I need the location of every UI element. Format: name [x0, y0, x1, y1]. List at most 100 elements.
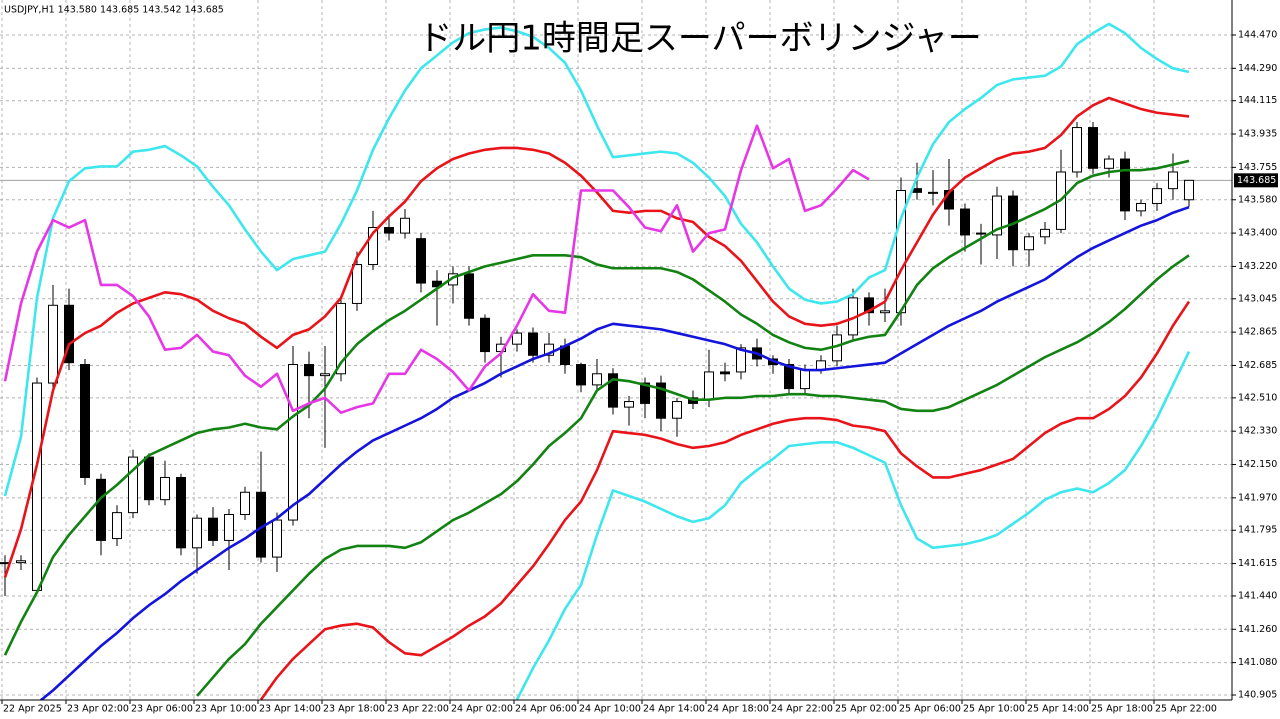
candle-body — [512, 332, 522, 345]
chart-title: ドル円1時間足スーパーボリンジャー — [418, 19, 982, 59]
candle-body — [1152, 188, 1162, 204]
candle-body — [656, 382, 666, 419]
candle-body — [784, 364, 794, 390]
candle-body — [992, 195, 1002, 236]
candle-body — [112, 512, 122, 540]
candle-body — [64, 304, 74, 364]
x-tick-label: 25 Apr 02:00 — [835, 704, 897, 715]
band-line — [3, 22, 1190, 497]
candle-body — [1104, 158, 1114, 169]
candle-body — [272, 519, 282, 558]
y-tick-label: 143.935 — [1238, 129, 1277, 140]
band-line — [3, 96, 1190, 578]
candle-body — [720, 371, 730, 375]
candle-body — [160, 476, 170, 501]
band-line — [3, 124, 870, 414]
x-tick-label: 24 Apr 10:00 — [579, 704, 641, 715]
x-tick-label: 23 Apr 22:00 — [387, 704, 449, 715]
x-tick-label: 24 Apr 22:00 — [771, 704, 833, 715]
candle-body — [912, 188, 922, 193]
y-tick-label: 143.045 — [1238, 293, 1277, 304]
candle-body — [1072, 127, 1082, 173]
candle-body — [32, 382, 42, 591]
bands — [3, 22, 1191, 700]
candle-body — [0, 562, 10, 565]
candle-body — [128, 456, 138, 514]
x-tick-label: 23 Apr 18:00 — [323, 704, 385, 715]
candle-body — [416, 238, 426, 284]
candle-body — [1136, 202, 1146, 212]
candle-body — [352, 264, 362, 304]
candle-body — [400, 217, 410, 234]
candle-body — [288, 364, 298, 521]
y-tick-label: 141.970 — [1238, 492, 1277, 503]
x-tick-label: 25 Apr 22:00 — [1155, 704, 1217, 715]
y-tick-label: 141.440 — [1238, 590, 1277, 601]
y-tick-label: 140.905 — [1238, 690, 1277, 701]
band-line — [196, 254, 1190, 697]
y-tick-label: 144.470 — [1238, 29, 1277, 40]
x-tick-label: 23 Apr 06:00 — [131, 704, 193, 715]
y-tick-label: 142.510 — [1238, 392, 1277, 403]
y-tick-label: 142.330 — [1238, 426, 1277, 437]
candle-body — [1120, 158, 1130, 212]
candles — [0, 122, 1194, 596]
x-tick-label: 25 Apr 06:00 — [899, 704, 961, 715]
y-tick-label: 143.220 — [1238, 261, 1277, 272]
band-line — [259, 300, 1191, 700]
y-tick-label: 143.755 — [1238, 162, 1277, 173]
candle-body — [1040, 228, 1050, 238]
candle-body — [304, 364, 314, 377]
candle-body — [480, 317, 490, 353]
x-tick-label: 23 Apr 14:00 — [259, 704, 321, 715]
candle-body — [880, 310, 890, 314]
candle-body — [864, 297, 874, 314]
candle-body — [16, 560, 26, 564]
x-tick-label: 22 Apr 2025 — [3, 704, 62, 715]
candle-body — [800, 369, 810, 390]
y-tick-label: 144.115 — [1238, 95, 1277, 106]
candle-body — [96, 478, 106, 541]
y-tick-label: 141.795 — [1238, 525, 1277, 536]
candle-body — [368, 227, 378, 266]
x-tick-label: 25 Apr 10:00 — [963, 704, 1025, 715]
candle-body — [192, 517, 202, 549]
x-tick-label: 25 Apr 18:00 — [1091, 704, 1153, 715]
candle-body — [704, 371, 714, 401]
y-tick-label: 141.080 — [1238, 657, 1277, 668]
x-tick-label: 24 Apr 06:00 — [515, 704, 577, 715]
candle-body — [528, 332, 538, 356]
candle-body — [48, 304, 58, 384]
candle-body — [336, 302, 346, 375]
candle-body — [976, 232, 986, 235]
candle-body — [672, 401, 682, 419]
candle-body — [928, 191, 938, 194]
x-tick-label: 24 Apr 14:00 — [643, 704, 705, 715]
y-tick-label: 143.400 — [1238, 228, 1277, 239]
x-tick-label: 23 Apr 02:00 — [67, 704, 129, 715]
y-tick-label: 141.615 — [1238, 558, 1277, 569]
candle-body — [208, 517, 218, 541]
candle-body — [464, 273, 474, 319]
y-tick-label: 142.685 — [1238, 360, 1277, 371]
candle-body — [1024, 236, 1034, 251]
candle-body — [640, 382, 650, 404]
candle-body — [320, 373, 330, 377]
candle-body — [576, 364, 586, 386]
candle-body — [224, 513, 234, 541]
band-line — [3, 159, 1190, 656]
candle-body — [144, 456, 154, 501]
candle-body — [736, 347, 746, 373]
x-tick-label: 25 Apr 14:00 — [1027, 704, 1089, 715]
candle-body — [592, 373, 602, 386]
candle-body — [544, 343, 554, 356]
candle-body — [176, 476, 186, 549]
x-tick-label: 24 Apr 02:00 — [451, 704, 513, 715]
y-tick-label: 143.580 — [1238, 194, 1277, 205]
band-line — [39, 205, 1190, 700]
candle-body — [240, 491, 250, 515]
current-price-box — [1234, 173, 1278, 188]
header: USDJPY,H1 143.580 143.685 143.542 143.68… — [4, 5, 224, 16]
